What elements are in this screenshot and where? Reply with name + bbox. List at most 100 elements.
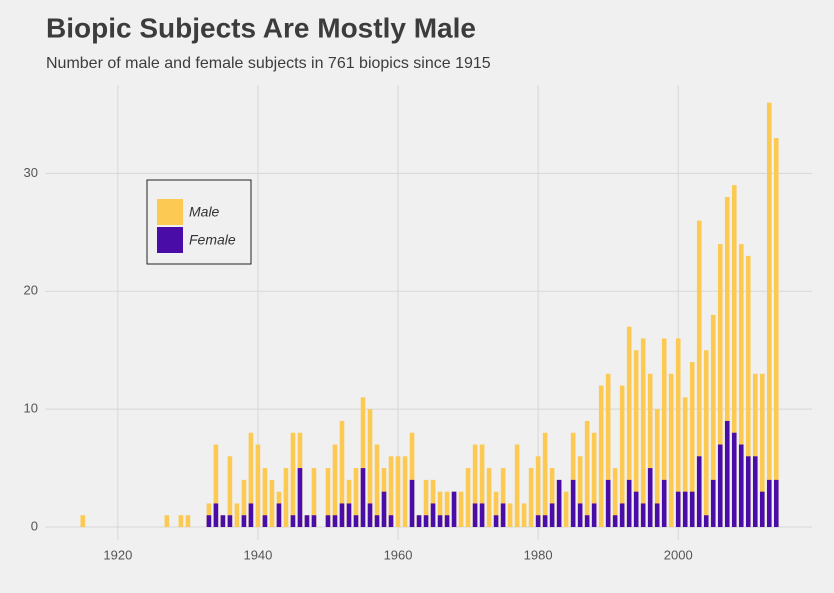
bar: [605, 373, 611, 528]
bar: [647, 373, 653, 528]
bar: [213, 444, 219, 528]
bar: [332, 515, 338, 528]
bar: [724, 420, 730, 528]
bar: [528, 468, 534, 528]
bar: [549, 468, 555, 528]
bar: [759, 373, 765, 528]
bar: [703, 350, 709, 528]
bar: [493, 491, 499, 528]
bar: [437, 491, 443, 528]
bar: [311, 468, 317, 528]
bar: [325, 468, 331, 528]
bar: [563, 491, 569, 528]
bar: [661, 479, 667, 528]
bar: [465, 468, 471, 528]
bar: [374, 515, 380, 528]
bar: [430, 503, 436, 528]
bar: [542, 515, 548, 528]
bar: [185, 515, 191, 528]
bar: [731, 432, 737, 528]
bar: [731, 185, 737, 528]
bar: [689, 491, 695, 528]
bar: [500, 503, 506, 528]
bar: [577, 503, 583, 528]
bar: [640, 338, 646, 528]
bar: [710, 479, 716, 528]
x-tick-label: 1940: [243, 547, 272, 562]
bar: [381, 491, 387, 528]
bar: [584, 420, 590, 528]
y-tick-label: 30: [24, 165, 38, 180]
bar: [297, 468, 303, 528]
bar: [619, 503, 625, 528]
bar: [710, 314, 716, 528]
bar: [493, 515, 499, 528]
legend-label: Female: [189, 232, 236, 248]
bar: [269, 479, 275, 528]
bar: [479, 503, 485, 528]
bar: [696, 220, 702, 528]
bar: [689, 362, 695, 528]
bar: [234, 503, 240, 528]
bar: [332, 444, 338, 528]
bar: [458, 491, 464, 528]
bar: [535, 456, 541, 528]
bar: [682, 397, 688, 528]
bar: [388, 456, 394, 528]
bar: [619, 385, 625, 528]
bar: [248, 503, 254, 528]
bar: [514, 444, 520, 528]
bar: [80, 515, 86, 528]
bar: [654, 409, 660, 528]
bar: [570, 479, 576, 528]
y-tick-label: 10: [24, 401, 38, 416]
bar: [220, 515, 226, 528]
bar: [178, 515, 184, 528]
bar: [717, 444, 723, 528]
bar: [773, 479, 779, 528]
bar: [423, 515, 429, 528]
chart-subtitle: Number of male and female subjects in 76…: [46, 55, 491, 72]
bar: [395, 456, 401, 528]
bar: [367, 503, 373, 528]
bar: [738, 244, 744, 528]
bar: [423, 479, 429, 528]
bar: [633, 491, 639, 528]
bar: [486, 468, 492, 528]
x-tick-label: 2000: [664, 547, 693, 562]
bar: [773, 138, 779, 528]
bar: [675, 491, 681, 528]
bar: [437, 515, 443, 528]
bar: [276, 503, 282, 528]
bar: [675, 338, 681, 528]
bar: [535, 515, 541, 528]
bar: [766, 479, 772, 528]
bar: [661, 338, 667, 528]
bar: [759, 491, 765, 528]
bar: [521, 503, 527, 528]
bars: [80, 102, 779, 528]
bar: [402, 456, 408, 528]
chart-title: Biopic Subjects Are Mostly Male: [46, 12, 476, 43]
y-tick-label: 0: [31, 518, 38, 533]
bar: [682, 491, 688, 528]
bar: [584, 515, 590, 528]
bar: [213, 503, 219, 528]
bar: [654, 503, 660, 528]
bar: [164, 515, 170, 528]
bar: [444, 491, 450, 528]
bar: [339, 503, 345, 528]
bar: [612, 515, 618, 528]
bar: [367, 409, 373, 528]
bar: [766, 102, 772, 528]
bar: [549, 503, 555, 528]
bar: [703, 515, 709, 528]
bar: [227, 515, 233, 528]
bar: [591, 503, 597, 528]
bar: [640, 503, 646, 528]
bar: [500, 468, 506, 528]
bar: [409, 479, 415, 528]
bar: [325, 515, 331, 528]
